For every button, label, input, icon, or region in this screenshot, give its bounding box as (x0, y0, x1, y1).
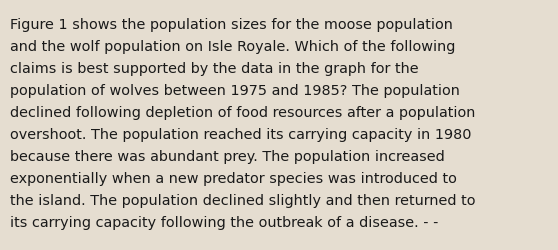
Text: declined following depletion of food resources after a population: declined following depletion of food res… (10, 106, 475, 120)
Text: overshoot. The population reached its carrying capacity in 1980: overshoot. The population reached its ca… (10, 128, 472, 141)
Text: claims is best supported by the data in the graph for the: claims is best supported by the data in … (10, 62, 418, 76)
Text: because there was abundant prey. The population increased: because there was abundant prey. The pop… (10, 150, 445, 163)
Text: exponentially when a new predator species was introduced to: exponentially when a new predator specie… (10, 171, 457, 185)
Text: its carrying capacity following the outbreak of a disease. - -: its carrying capacity following the outb… (10, 215, 439, 229)
Text: the island. The population declined slightly and then returned to: the island. The population declined slig… (10, 193, 475, 207)
Text: Figure 1 shows the population sizes for the moose population: Figure 1 shows the population sizes for … (10, 18, 453, 32)
Text: population of wolves between 1975 and 1985? The population: population of wolves between 1975 and 19… (10, 84, 460, 98)
Text: and the wolf population on Isle Royale. Which of the following: and the wolf population on Isle Royale. … (10, 40, 455, 54)
